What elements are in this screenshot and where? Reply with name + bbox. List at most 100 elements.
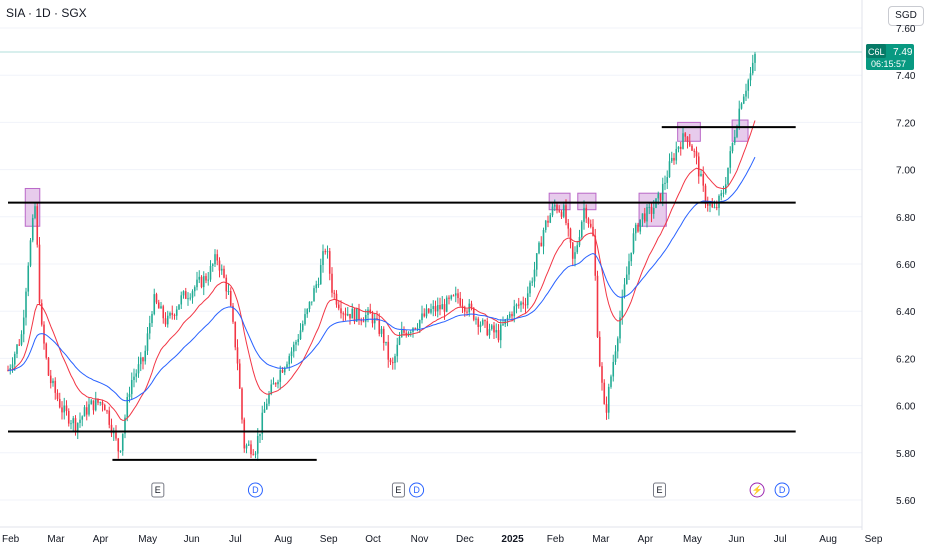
candle [684,133,687,137]
candle [414,327,417,329]
candle [526,293,529,306]
candle [74,418,77,431]
candle [504,319,507,325]
candle [7,370,9,372]
candle [34,206,36,218]
candle [362,321,365,323]
candle [616,338,619,352]
candle [477,318,480,327]
candle [344,313,347,316]
candle [459,298,462,306]
candle [128,394,131,398]
candle [306,308,309,315]
grid [0,27,862,501]
candle [137,364,140,374]
price-tick-label: 7.20 [896,118,916,129]
time-tick-label: Sep [320,534,338,545]
event-label: E [656,485,662,495]
candle [99,402,102,404]
candle [733,136,736,143]
candle [643,213,646,222]
candle [641,213,644,220]
time-tick-label: Nov [411,534,429,545]
candle [544,220,547,230]
currency-selector[interactable]: SGD [888,6,924,26]
candle [245,445,248,449]
candle [335,293,338,305]
candle [148,323,151,334]
candle [614,351,617,362]
event-label: D [252,485,259,495]
candle [722,192,725,194]
candle [40,303,43,325]
candle [319,265,322,285]
candle [133,376,135,380]
candle [45,343,48,358]
candle [139,357,142,365]
candle [229,290,232,306]
candle [205,276,207,281]
candle [52,380,54,384]
price-tick-label: 5.80 [896,449,916,460]
candle [513,306,516,317]
candle [560,211,563,217]
time-tick-label: Apr [93,534,109,545]
candle [598,336,601,367]
candle [484,320,486,322]
event-label: E [395,485,401,495]
candle [558,210,561,212]
candle [169,312,171,316]
candle [634,224,637,234]
candle [425,308,428,317]
candle [693,150,696,152]
candle [677,146,680,149]
time-tick-label: Jun [184,534,200,545]
candle [533,269,536,282]
candle [565,205,567,224]
time-tick-label: 2025 [501,534,524,545]
candle [457,293,459,299]
candle [261,412,264,434]
candle [216,254,219,261]
candle [106,410,108,412]
candle [511,314,513,317]
candle [110,424,113,434]
candle [547,220,549,223]
candle [178,304,180,310]
candle [607,386,610,413]
candle [754,53,756,63]
candle [403,329,405,333]
candle [268,394,270,404]
time-tick-label: May [138,534,157,545]
candle [119,450,122,452]
candle [711,204,714,208]
candle [286,364,288,368]
candle [466,311,468,313]
highlight-zone [677,121,701,142]
candle [247,444,250,446]
candle [432,306,435,309]
candle [333,292,336,294]
candle [151,314,153,324]
candle [679,146,682,149]
candle [439,305,441,310]
candle [198,276,201,280]
candle [596,275,599,337]
candle [65,405,68,411]
candle [495,329,498,333]
candle [745,90,747,97]
candle [49,375,52,384]
candle [270,384,273,395]
candle [342,313,345,315]
candle [520,302,522,306]
candle [16,344,18,354]
candle [317,284,320,286]
candle [589,223,592,227]
candle [94,398,97,411]
candle [481,320,484,325]
candle [700,173,702,177]
candle [666,177,669,183]
candle [571,242,574,259]
